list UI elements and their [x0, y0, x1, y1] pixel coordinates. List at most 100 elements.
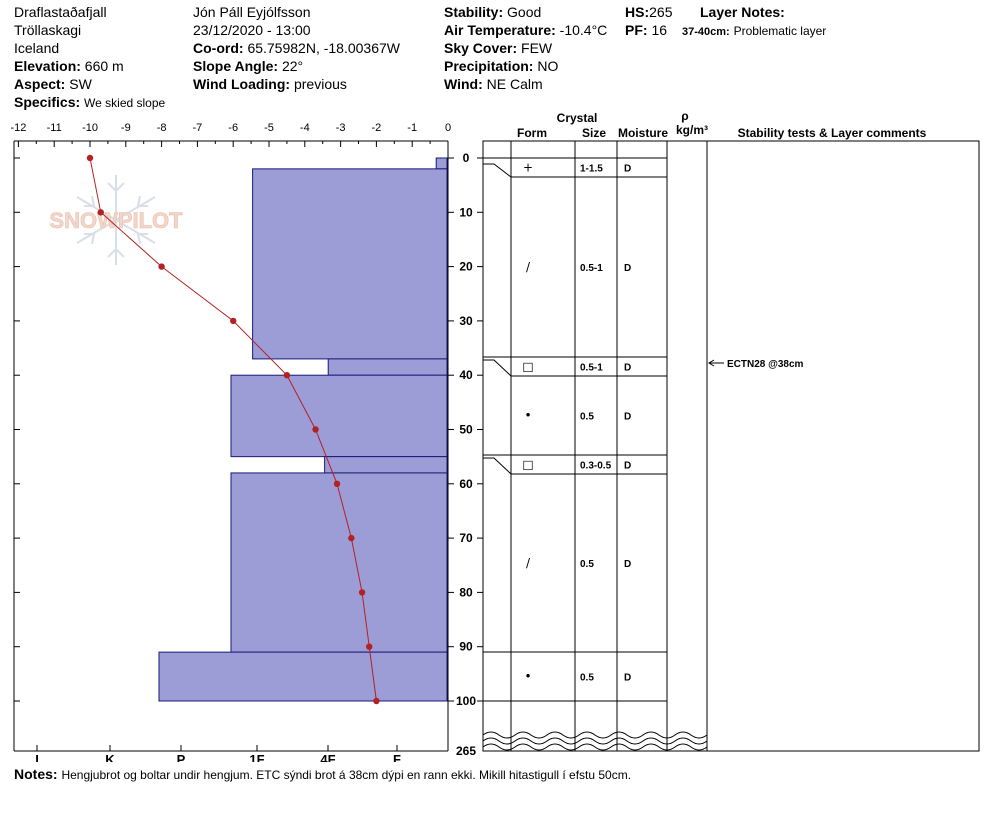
watermark-text: SNOWPILOT [49, 208, 183, 233]
layer-rows: +1-1.5 D / 0.5-1 D □ 0.5-1 D • 0.5 D □ 0.3-0.5 D / 0.5 D… [483, 157, 667, 702]
snowflake-icon [76, 175, 156, 265]
depth-tick-label: 40 [459, 368, 473, 382]
notes: Notes: Hengjubrot og boltar undir hengju… [14, 766, 631, 782]
layer-note-range: 37-40cm: [682, 26, 730, 38]
datetime: 23/12/2020 - 13:00 [193, 22, 311, 38]
slope: Slope Angle: 22° [193, 57, 400, 75]
sky: Sky Cover: FEW [444, 39, 607, 57]
stability: Stability: Good [444, 3, 607, 21]
hardness-tick-label: 4F [320, 752, 335, 762]
layer-connector [483, 359, 512, 377]
layer-size: 0.5 [580, 559, 594, 570]
slope-label: Slope Angle: [193, 58, 279, 74]
column-headers: Crystal Form Size Moisture ρ kg/m³ Stabi… [517, 109, 927, 140]
header-right: Stability: Good Air Temperature: -10.4°C… [444, 3, 607, 93]
wind-loading-value: previous [293, 76, 347, 92]
temp-point [348, 534, 355, 542]
hardness-bar [230, 472, 448, 653]
header-middle: Jón Páll Eyjólfsson 23/12/2020 - 13:00 C… [193, 3, 400, 93]
layer-moisture: D [624, 263, 631, 274]
notes-text: Hengjubrot og boltar undir hengjum. ETC … [61, 768, 632, 782]
wind-label: Wind: [444, 76, 483, 92]
temp-tick-label: -10 [82, 122, 98, 134]
hs-value: 265 [649, 4, 673, 20]
temp-point [158, 263, 165, 270]
hardness-tick-label: P [177, 752, 186, 762]
hs: HS:265 [625, 3, 672, 21]
stability-tests: ECTN28 @38cm [708, 359, 804, 370]
snowpilot-watermark: SNOWPILOT [49, 175, 183, 265]
header-left: Draflastaðafjall Tröllaskagi Iceland Ele… [14, 3, 165, 112]
stability-value: Good [507, 4, 542, 20]
stability-arrowhead [708, 359, 715, 367]
region: Tröllaskagi [14, 22, 82, 38]
density-unit-header: kg/m³ [676, 123, 708, 137]
depth-tick-label: 80 [459, 585, 473, 599]
layer-form: / [526, 556, 531, 570]
layer-moisture: D [624, 673, 631, 684]
hardness-bar [158, 651, 448, 702]
depth-tick-label: 50 [459, 423, 473, 437]
temp-tick-label: -12 [10, 122, 26, 134]
layer-form: / [526, 260, 531, 274]
temp-tick-label: -1 [407, 122, 417, 134]
aspect-value: SW [69, 76, 92, 92]
air-temp-label: Air Temperature: [444, 22, 556, 38]
temp-tick-label: -11 [47, 122, 62, 134]
layer-table [482, 140, 980, 752]
form-header: Form [517, 126, 547, 140]
layer-form: □ [522, 360, 533, 374]
location: Draflastaðafjall [14, 4, 107, 20]
temperature-ticks: -12 -11 -10 -9 -8 -7 -6 -5 -4 -3 -2 -1 0 [10, 122, 451, 147]
pf-label: PF: [625, 22, 648, 38]
layer-size: 0.5 [580, 673, 594, 684]
precip-label: Precipitation: [444, 58, 534, 74]
temp-point [97, 209, 104, 216]
hardness-tick-label: I [35, 752, 39, 762]
temp-point [312, 426, 319, 433]
temp-point [230, 317, 237, 325]
temp-point [333, 480, 341, 487]
hardness-bar [435, 157, 448, 170]
left-axes [13, 140, 449, 752]
hardness-tick-label: K [105, 752, 115, 762]
temp-point [283, 372, 291, 379]
layer-note-text: Problematic layer [733, 24, 827, 38]
temp-tick-label: -7 [193, 122, 203, 134]
notes-label: Notes: [14, 766, 58, 782]
layer-notes-label: Layer Notes: [700, 4, 785, 20]
layer-size: 1-1.5 [580, 164, 603, 175]
crystal-header: Crystal [557, 111, 598, 125]
depth-max-label: 265 [456, 744, 476, 758]
elevation-label: Elevation: [14, 58, 81, 74]
sky-label: Sky Cover: [444, 40, 518, 56]
specifics: Specifics: We skied slope [14, 93, 165, 112]
hardness-bar [252, 168, 448, 360]
wind-loading-label: Wind Loading: [193, 76, 291, 92]
layer-form: • [524, 409, 531, 423]
layer-connector [483, 457, 512, 475]
wind: Wind: NE Calm [444, 75, 607, 93]
layer-form: □ [522, 458, 533, 472]
stability-label: Stability: [444, 4, 504, 20]
header-hs-pf: HS:265 PF: 16 [625, 3, 672, 39]
temperature-line [86, 154, 380, 705]
coord-value: 65.75982N, -18.00367W [247, 40, 400, 56]
layer-size: 0.5-1 [580, 363, 603, 374]
depth-tick-label: 70 [459, 531, 473, 545]
depth-break [482, 731, 708, 751]
pf-value: 16 [651, 22, 668, 38]
layer-size: 0.5 [580, 412, 594, 423]
layer-form: + [523, 161, 533, 175]
depth-tick-label: 10 [459, 205, 473, 219]
coord: Co-ord: 65.75982N, -18.00367W [193, 39, 400, 57]
layer-note: 37-40cm: Problematic layer [682, 21, 826, 41]
temp-tick-label: -5 [264, 122, 274, 134]
elevation-value: 660 m [84, 58, 124, 74]
hardness-bar [324, 456, 448, 474]
aspect: Aspect: SW [14, 75, 165, 93]
temp-tick-label: 0 [445, 122, 451, 134]
table-frame [482, 140, 980, 752]
snow-profile-chart: SNOWPILOT -12 -11 -10 -9 -8 -7 -6 -5 -4 -3 -2 -1 0 0… [10, 109, 980, 762]
depth-tick-label: 100 [456, 694, 476, 708]
